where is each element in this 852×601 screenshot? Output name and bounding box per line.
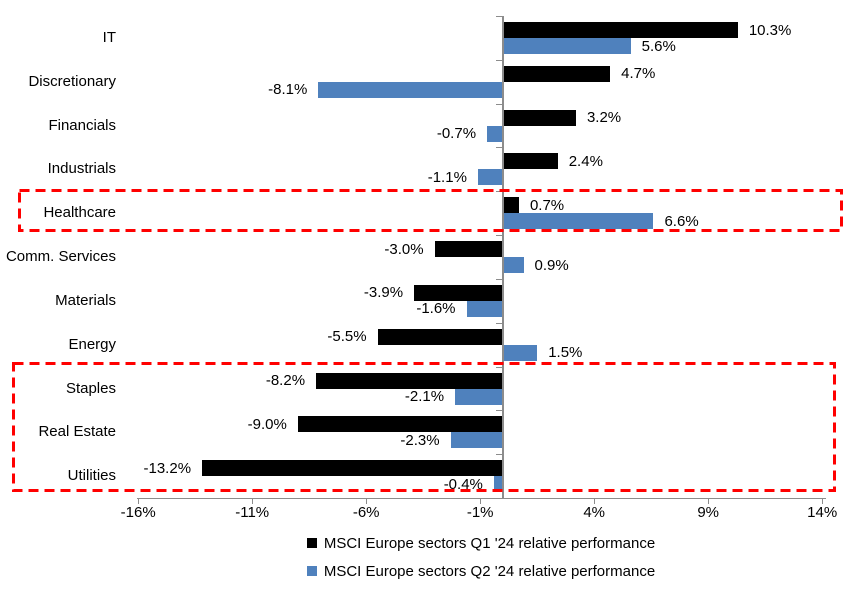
category-label-industrials: Industrials — [47, 160, 116, 178]
x-axis-tick-label-5: 9% — [697, 504, 720, 521]
y-axis-tick — [496, 498, 502, 499]
value-label-q2-2: -0.7% — [436, 125, 477, 143]
y-axis-tick — [496, 59, 502, 61]
legend: MSCI Europe sectors Q1 '24 relative perf… — [137, 529, 825, 585]
bar-q2-6 — [466, 300, 503, 317]
value-label-q1-0: 10.3% — [748, 21, 792, 39]
value-label-q1-4: 0.7% — [529, 196, 565, 214]
value-label-q2-7: 1.5% — [548, 344, 583, 362]
bar-q1-8 — [316, 372, 503, 389]
y-axis-tick — [496, 278, 502, 280]
x-axis-tick — [252, 498, 254, 504]
bar-q2-0 — [503, 38, 631, 54]
category-label-financials: Financials — [48, 116, 116, 134]
value-label-q1-1: 4.7% — [621, 65, 656, 83]
bar-q1-2 — [503, 109, 576, 126]
value-label-q2-6: -1.6% — [416, 300, 456, 318]
legend-label-q1: MSCI Europe sectors Q1 '24 relative perf… — [323, 534, 656, 552]
x-axis-line — [137, 498, 826, 499]
bar-q2-4 — [503, 213, 654, 230]
value-label-q1-9: -9.0% — [247, 415, 287, 433]
bar-q1-4 — [503, 197, 519, 214]
bar-q1-7 — [377, 328, 503, 345]
bar-q1-5 — [434, 241, 503, 258]
value-label-q2-5: 0.9% — [534, 256, 569, 274]
x-axis-tick — [594, 498, 596, 504]
value-label-q2-0: 5.6% — [641, 37, 676, 55]
legend-label-q2: MSCI Europe sectors Q2 '24 relative perf… — [323, 562, 656, 580]
bar-q1-0 — [503, 22, 738, 38]
x-axis-tick-label-4: 4% — [583, 504, 606, 521]
value-label-q2-4: 6.6% — [664, 212, 699, 230]
value-label-q1-8: -8.2% — [265, 372, 306, 390]
x-axis-tick-label-0: -16% — [120, 504, 156, 521]
y-axis-line — [502, 16, 504, 498]
x-axis-tick — [138, 498, 140, 504]
x-axis-tick — [366, 498, 368, 504]
value-label-q1-7: -5.5% — [327, 328, 367, 346]
category-label-utilities: Utilities — [67, 467, 116, 485]
y-axis-tick — [496, 454, 502, 456]
bar-q2-9 — [450, 432, 503, 449]
bar-q2-8 — [455, 388, 503, 405]
x-axis-tick-label-3: -1% — [466, 504, 494, 521]
value-label-q2-3: -1.1% — [427, 168, 467, 186]
bar-q1-6 — [414, 284, 503, 301]
bar-q1-9 — [297, 416, 503, 433]
x-axis-tick-label-2: -6% — [352, 504, 380, 521]
y-axis-tick — [496, 191, 502, 193]
value-label-q1-5: -3.0% — [384, 240, 424, 258]
category-label-healthcare: Healthcare — [43, 204, 116, 222]
category-label-energy: Energy — [68, 335, 116, 353]
legend-swatch-q1-icon — [306, 538, 317, 548]
x-axis-tick — [708, 498, 710, 504]
y-axis-tick — [496, 103, 502, 105]
value-label-q1-10: -13.2% — [143, 459, 192, 477]
category-label-discretionary: Discretionary — [28, 72, 116, 90]
x-axis-tick — [822, 498, 824, 504]
y-axis-tick — [496, 410, 502, 412]
bar-q2-7 — [503, 344, 538, 361]
category-label-it: IT — [102, 29, 116, 46]
bar-q2-3 — [477, 169, 503, 186]
y-axis-tick — [496, 366, 502, 368]
legend-item-q2: MSCI Europe sectors Q2 '24 relative perf… — [306, 557, 656, 585]
bar-q1-3 — [503, 153, 558, 170]
category-label-real-estate: Real Estate — [38, 423, 116, 441]
y-axis-tick — [496, 147, 502, 149]
legend-item-q1: MSCI Europe sectors Q1 '24 relative perf… — [306, 529, 656, 557]
value-label-q1-2: 3.2% — [586, 109, 622, 127]
value-label-q2-10: -0.4% — [443, 475, 483, 493]
bar-q2-2 — [487, 125, 503, 142]
y-axis-tick — [496, 322, 502, 324]
value-label-q1-3: 2.4% — [568, 152, 603, 170]
category-label-comm-services: Comm. Services — [5, 248, 116, 266]
bar-q2-1 — [318, 81, 503, 98]
x-axis-tick-label-6: 14% — [807, 504, 838, 521]
x-axis-tick-label-1: -11% — [235, 504, 270, 521]
value-label-q2-9: -2.3% — [400, 431, 440, 449]
value-label-q2-1: -8.1% — [268, 81, 308, 99]
y-axis-tick — [496, 235, 502, 237]
category-label-staples: Staples — [65, 379, 116, 397]
value-label-q1-6: -3.9% — [363, 284, 404, 302]
x-axis-tick — [480, 498, 482, 504]
legend-swatch-q2-icon — [306, 566, 317, 576]
bar-q2-5 — [503, 257, 524, 274]
value-label-q2-8: -2.1% — [404, 388, 445, 406]
bar-q1-10 — [202, 460, 503, 477]
y-axis-tick — [496, 16, 502, 17]
bar-q1-1 — [503, 65, 611, 82]
category-label-materials: Materials — [55, 291, 116, 309]
